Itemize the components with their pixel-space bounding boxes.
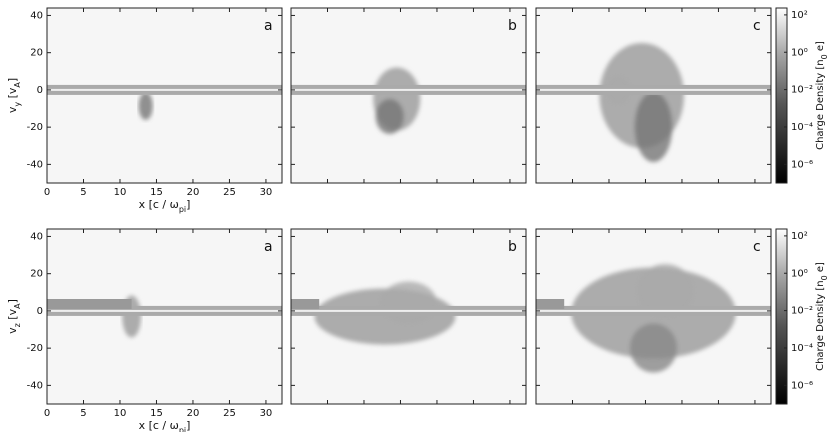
colorbar-label: Charge Density [n0 e]	[815, 41, 829, 150]
colorbar-tick-label: 10²	[791, 231, 808, 242]
x-axis-label-part: pi	[179, 426, 186, 432]
colorbar-tick-label: 10⁻²	[791, 85, 813, 96]
colorbar-label-part: 0	[820, 54, 829, 59]
x-axis-label-part: ]	[186, 419, 190, 432]
y-tick-label: 40	[30, 10, 43, 21]
x-tick-label: 5	[80, 187, 86, 198]
x-tick-label: 10	[114, 408, 127, 419]
panel-letter: c	[753, 239, 761, 255]
panel-frame	[46, 228, 283, 405]
panel-letter: a	[264, 239, 273, 255]
x-tick-label: 25	[223, 408, 236, 419]
density-core	[536, 88, 771, 91]
x-axis-label-part: ]	[186, 198, 190, 211]
density-blob	[630, 323, 677, 373]
x-tick-label: 15	[150, 408, 163, 419]
density-blob	[637, 264, 694, 317]
colorbar-tick-label: 10⁻⁴	[791, 122, 813, 133]
x-tick-label: 20	[187, 187, 200, 198]
x-axis-label-part: x [c / ω	[139, 419, 179, 432]
density-core	[536, 309, 771, 312]
density	[138, 92, 153, 120]
colorbar	[775, 228, 788, 405]
colorbar-tick-label: 10⁻²	[791, 306, 813, 317]
density-beam	[47, 299, 132, 309]
x-tick-label: 15	[150, 187, 163, 198]
panel-letter: b	[508, 239, 517, 255]
panel-frame	[290, 228, 527, 405]
density-core	[47, 88, 282, 91]
y-tick-label: 0	[37, 85, 43, 96]
x-tick-label: 0	[44, 187, 50, 198]
colorbar	[775, 7, 788, 184]
panel-letter: b	[508, 18, 517, 34]
colorbar-tick-label: 10²	[791, 10, 808, 21]
x-tick-label: 30	[260, 187, 273, 198]
y-axis-label-part: [v	[6, 87, 19, 102]
y-tick-label: -20	[27, 343, 43, 354]
x-axis-label: x [c / ωpi]	[139, 419, 191, 432]
panel-bg	[47, 8, 282, 183]
y-tick-label: 20	[30, 269, 43, 280]
density-blob	[380, 281, 437, 324]
y-axis-label-part: y	[13, 102, 22, 107]
y-axis-label: vy [vA]	[6, 78, 22, 113]
panel-frame	[535, 7, 772, 184]
y-axis-label-part: z	[13, 323, 22, 327]
panel-frame	[46, 7, 283, 184]
colorbar-tick-label: 10⁻⁶	[791, 159, 813, 170]
x-axis-label-part: pi	[179, 205, 186, 214]
panel-frame	[535, 228, 772, 405]
y-axis-label: vz [vA]	[6, 299, 22, 334]
panel-letter: c	[753, 18, 761, 34]
density-core	[291, 88, 526, 91]
y-tick-label: -40	[27, 380, 43, 391]
y-axis-label-part: A	[13, 82, 22, 88]
density-beam	[291, 299, 320, 309]
density-beam	[536, 299, 565, 309]
x-tick-label: 30	[260, 408, 273, 419]
density	[373, 67, 421, 134]
panel-bg	[47, 229, 282, 404]
x-tick-label: 0	[44, 408, 50, 419]
x-axis-label-part: x [c / ω	[139, 198, 179, 211]
density-blob	[375, 99, 404, 134]
colorbar-tick-label: 10⁰	[791, 268, 808, 279]
y-axis-label-part: ]	[6, 78, 19, 82]
y-tick-label: 20	[30, 48, 43, 59]
colorbar-tick-label: 10⁰	[791, 47, 808, 58]
y-tick-label: 40	[30, 231, 43, 242]
y-axis-label-part: [v	[6, 308, 19, 323]
y-axis-label-part: A	[13, 303, 22, 309]
y-axis-label-part: v	[6, 106, 19, 113]
density-core	[47, 309, 282, 312]
y-tick-label: 0	[37, 306, 43, 317]
colorbar-tick-label: 10⁻⁶	[791, 380, 813, 391]
y-axis-label-part: ]	[6, 299, 19, 303]
x-tick-label: 25	[223, 187, 236, 198]
x-tick-label: 20	[187, 408, 200, 419]
density-core	[291, 309, 526, 312]
density-blob	[138, 92, 153, 120]
colorbar-label-part: e]	[815, 262, 826, 275]
panel-frame	[290, 7, 527, 184]
y-tick-label: -20	[27, 122, 43, 133]
y-tick-label: -40	[27, 159, 43, 170]
density-blob	[634, 92, 673, 162]
colorbar-label-part: Charge Density [n	[815, 280, 826, 371]
colorbar-label: Charge Density [n0 e]	[815, 262, 829, 371]
y-axis-label-part: v	[6, 327, 19, 334]
colorbar-label-part: 0	[820, 275, 829, 280]
colorbar-tick-label: 10⁻⁴	[791, 343, 813, 354]
x-tick-label: 10	[114, 187, 127, 198]
colorbar-label-part: e]	[815, 41, 826, 54]
colorbar-label-part: Charge Density [n	[815, 59, 826, 150]
x-axis-label: x [c / ωpi]	[139, 198, 191, 214]
x-tick-label: 5	[80, 408, 86, 419]
panel-letter: a	[264, 18, 273, 34]
